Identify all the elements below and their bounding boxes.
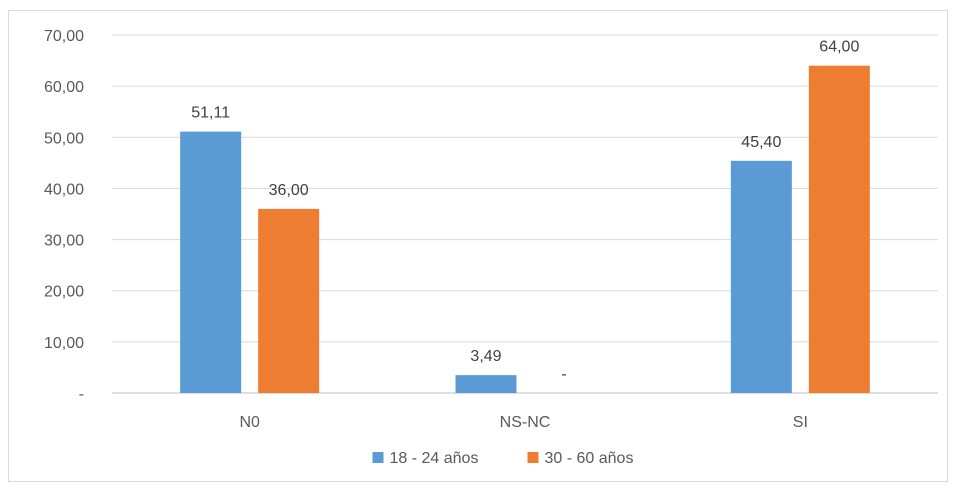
data-label: 36,00 [269, 182, 309, 199]
legend-label: 18 - 24 años [390, 450, 479, 467]
data-label: 64,00 [819, 39, 859, 56]
y-tick-label: - [79, 386, 84, 403]
x-tick-label: NS-NC [500, 414, 551, 431]
legend-label: 30 - 60 años [545, 450, 634, 467]
y-tick-label: 60,00 [44, 79, 84, 96]
y-tick-label: 30,00 [44, 233, 84, 250]
bar [730, 160, 792, 393]
bar [180, 131, 242, 393]
data-label: 51,11 [191, 105, 230, 122]
bar [258, 208, 320, 393]
legend-swatch [527, 452, 539, 463]
data-label: 45,40 [741, 134, 781, 151]
y-tick-label: 10,00 [44, 335, 84, 352]
y-tick-label: 70,00 [44, 28, 84, 45]
legend-swatch [372, 452, 384, 463]
bar [455, 375, 517, 393]
y-tick-label: 40,00 [44, 181, 84, 198]
data-label: - [561, 366, 566, 383]
x-tick-label: SI [793, 414, 808, 431]
bar [808, 65, 870, 393]
data-label: 3,49 [470, 348, 501, 365]
y-tick-label: 50,00 [44, 130, 84, 147]
y-tick-label: 20,00 [44, 284, 84, 301]
x-tick-label: N0 [239, 414, 260, 431]
